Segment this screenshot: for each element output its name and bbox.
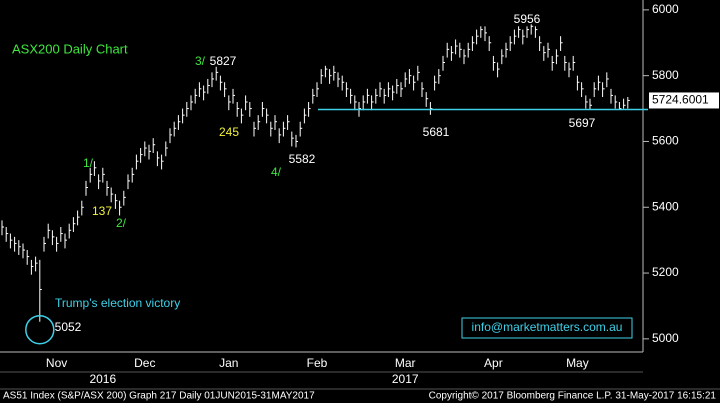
- x-tick-label: Mar: [395, 356, 416, 370]
- x-year-label: 2016: [89, 372, 116, 386]
- annotation: 137: [92, 204, 112, 218]
- highlight-circle: [25, 314, 55, 345]
- x-tick-label: Nov: [46, 356, 67, 370]
- x-tick-label: Jan: [219, 356, 238, 370]
- footer-right: Copyright© 2017 Bloomberg Finance L.P. 3…: [429, 391, 717, 402]
- contact: info@marketmatters.com.au: [472, 320, 623, 334]
- x-tick-label: May: [566, 356, 589, 370]
- annotation: 3/: [195, 54, 206, 68]
- annotation: Trump's election victory: [55, 296, 180, 310]
- y-tick-label: 5400: [652, 199, 679, 213]
- contact-box: [461, 317, 633, 339]
- y-tick-label: 6000: [652, 2, 679, 16]
- footer-left: AS51 Index (S&P/ASX 200) Graph 217 Daily…: [3, 391, 315, 402]
- x-tick-label: Dec: [134, 356, 155, 370]
- x-tick-label: Apr: [484, 356, 503, 370]
- value-callout: 5582: [289, 152, 316, 166]
- annotation: 2/: [116, 216, 127, 230]
- annotation: 1/: [83, 156, 94, 170]
- y-tick-label: 5200: [652, 265, 679, 279]
- y-tick-label: 5600: [652, 134, 679, 148]
- value-callout: 5681: [423, 125, 450, 139]
- value-callout: 5052: [55, 320, 82, 334]
- x-year-label: 2017: [392, 372, 419, 386]
- annotation: 245: [219, 125, 239, 139]
- x-tick-label: Feb: [307, 356, 328, 370]
- value-callout: 5697: [569, 116, 596, 130]
- annotation: 4/: [271, 165, 282, 179]
- value-callout: 5827: [210, 54, 237, 68]
- y-tick-label: 5000: [652, 331, 679, 345]
- chart-title: ASX200 Daily Chart: [12, 41, 128, 56]
- last-price-box: [649, 92, 719, 109]
- last-price: 5724.6001: [652, 93, 709, 107]
- value-callout: 5956: [514, 12, 541, 26]
- y-tick-label: 5800: [652, 68, 679, 82]
